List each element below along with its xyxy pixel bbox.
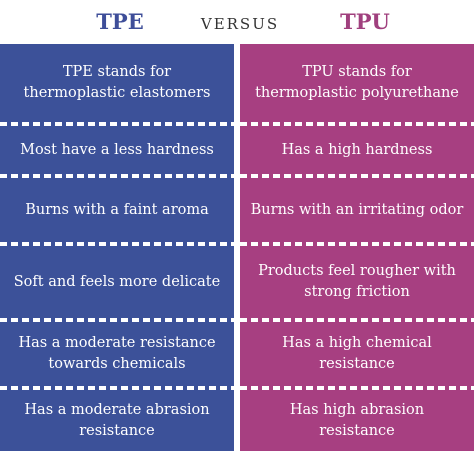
tpu-cell-3: Burns with an irritating odor [250, 201, 464, 218]
tpu-cell-2: Has a high hardness [281, 141, 433, 158]
tpu-cell-5: Has a high chemical resistance [282, 335, 432, 372]
comparison-header: TPE VERSUS TPU [0, 0, 474, 44]
row-divider [0, 318, 234, 322]
row-divider [0, 242, 234, 246]
tpe-column: TPE stands for thermoplastic elastomers … [0, 44, 234, 451]
tpe-cell-1: TPE stands for thermoplastic elastomers [23, 64, 211, 101]
tpu-cell-4: Products feel rougher with strong fricti… [258, 263, 456, 300]
tpe-cell-2: Most have a less hardness [20, 141, 214, 158]
tpe-cell-6: Has a moderate abrasion resistance [24, 401, 210, 439]
row-divider [0, 174, 234, 178]
tpe-title: TPE [96, 9, 144, 34]
row-divider [240, 242, 474, 246]
row-divider [240, 318, 474, 322]
tpe-cell-3: Burns with a faint aroma [25, 201, 209, 218]
tpu-column: TPU stands for thermoplastic polyurethan… [240, 44, 474, 451]
row-divider [240, 386, 474, 390]
row-divider [240, 174, 474, 178]
versus-label: VERSUS [200, 15, 280, 33]
row-divider [0, 386, 234, 390]
tpe-cell-5: Has a moderate resistance towards chemic… [18, 335, 216, 372]
row-divider [240, 122, 474, 126]
tpu-title: TPU [340, 9, 390, 34]
tpu-cell-6: Has high abrasion resistance [289, 401, 425, 439]
tpu-cell-1: TPU stands for thermoplastic polyurethan… [255, 64, 459, 101]
row-divider [0, 122, 234, 126]
tpe-cell-4: Soft and feels more delicate [13, 273, 221, 290]
